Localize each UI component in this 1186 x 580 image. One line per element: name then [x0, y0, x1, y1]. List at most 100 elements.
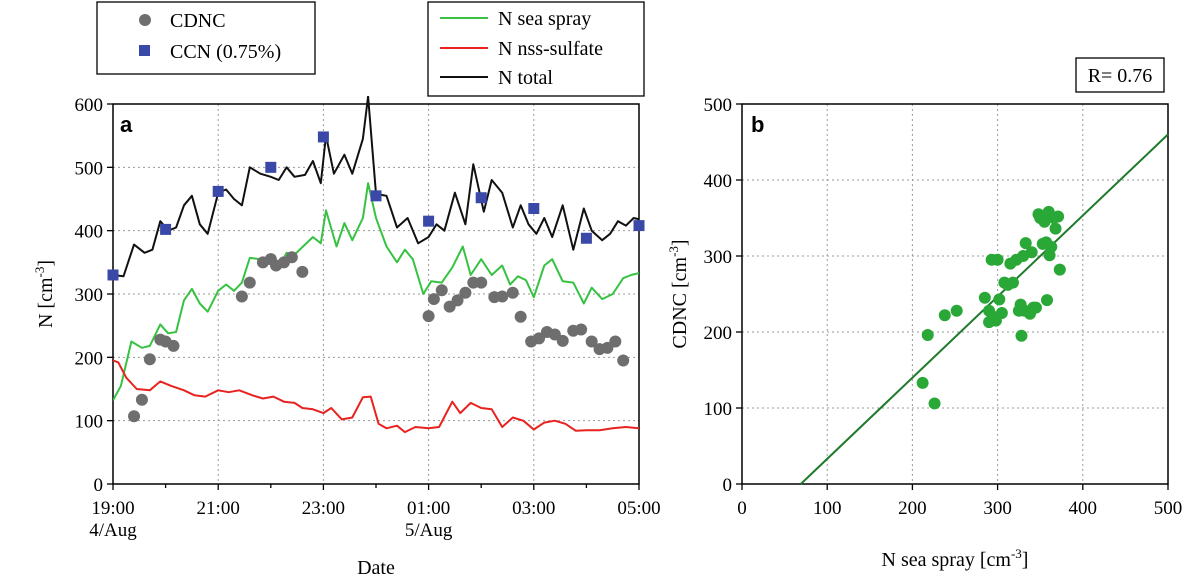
panel-a-y-tick-label: 500	[75, 158, 104, 179]
scatter-point	[1029, 301, 1042, 314]
panel-b-x-label-main: N sea spray [cm	[882, 549, 1012, 571]
panel-b-y-tick-label: 200	[704, 323, 733, 344]
point-ccn-0-75	[423, 215, 435, 227]
point-cdnc	[422, 310, 435, 323]
panel-a-y-tick-label: 300	[75, 285, 104, 306]
point-ccn-0-75	[475, 192, 487, 204]
scatter-point	[921, 329, 934, 342]
scatter-point	[1041, 294, 1054, 307]
legend-cdnc-label: CDNC	[170, 10, 226, 32]
point-cdnc	[128, 410, 141, 423]
panel-a-y-tick-label: 0	[94, 475, 104, 496]
panel-a-x-tick-label: 05:00	[617, 498, 660, 519]
panel-a-x-date-label: 4/Aug	[89, 520, 137, 541]
point-cdnc	[235, 290, 248, 303]
point-cdnc	[296, 265, 309, 278]
panel-a-y-tick-label: 200	[75, 348, 104, 369]
point-cdnc	[514, 310, 527, 323]
point-ccn-0-75	[212, 185, 224, 197]
panel-b-frame	[741, 103, 1169, 485]
point-cdnc	[506, 286, 519, 299]
panel-b-x-axis-label: N sea spray [cm-3]	[882, 546, 1029, 571]
scatter-point	[938, 309, 951, 322]
panel-b-y-label-close: ]	[669, 239, 691, 246]
scatter-point	[993, 293, 1006, 306]
panel-a-x-tick-label: 21:00	[197, 498, 240, 519]
panel-a-y-ticks: 0 100 200 300 400 500 600	[75, 95, 113, 496]
panel-b-letter: b	[751, 112, 764, 137]
legend-lines: N sea spray N nss-sulfate N total	[440, 8, 603, 89]
point-cdnc	[585, 335, 598, 348]
panel-b-y-tick-label: 400	[704, 171, 733, 192]
scatter-point	[978, 291, 991, 304]
legend-cdnc-marker	[139, 14, 151, 26]
panel-b-x-tick-label: 0	[737, 498, 747, 519]
legend-markers: CDNC CCN (0.75%)	[139, 10, 281, 63]
panel-b-points	[916, 205, 1066, 410]
r-value-annotation: R= 0.76	[1088, 65, 1153, 87]
panel-b-x-label-close: ]	[1022, 549, 1029, 571]
point-cdnc	[435, 284, 448, 297]
panel-b-y-tick-label: 0	[723, 475, 733, 496]
point-cdnc	[451, 294, 464, 307]
series-line-n-total	[113, 96, 639, 278]
panel-a-letter: a	[120, 112, 133, 137]
point-ccn-0-75	[107, 269, 119, 281]
scatter-point	[928, 397, 941, 410]
panel-a-y-tick-label: 400	[75, 222, 104, 243]
point-ccn-0-75	[580, 232, 592, 244]
point-ccn-0-75	[265, 161, 277, 173]
panel-a-x-tick-label: 01:00	[407, 498, 450, 519]
panel-b-y-axis-label: CDNC [cm-3]	[666, 239, 691, 348]
scatter-point	[991, 253, 1004, 266]
panel-b-x-tick-label: 100	[813, 498, 842, 519]
point-ccn-0-75	[633, 220, 645, 232]
panel-a-y-label-sup: -3	[32, 267, 47, 278]
panel-a: 0 100 200 300 400 500 600 19:004/Aug 21:00 23:00…	[32, 1, 661, 579]
point-cdnc	[609, 335, 622, 348]
scatter-point	[916, 376, 929, 389]
panel-a-y-tick-label: 600	[75, 95, 104, 116]
panel-b-x-label-sup: -3	[1011, 546, 1022, 561]
scatter-point	[1038, 215, 1051, 228]
point-cdnc	[496, 290, 509, 303]
panel-a-y-label-close: ]	[35, 260, 57, 267]
panel-b-x-tick-label: 500	[1154, 498, 1183, 519]
panel-a-x-date-label: 5/Aug	[405, 520, 453, 541]
scatter-point	[1025, 246, 1038, 259]
panel-b-x-tick-label: 400	[1069, 498, 1098, 519]
point-ccn-0-75	[317, 131, 329, 143]
legend-box-markers	[96, 1, 316, 75]
series-line-n-nss-sulfate	[113, 359, 639, 434]
scatter-point	[1045, 240, 1058, 253]
panel-b-y-tick-label: 100	[704, 399, 733, 420]
scatter-point	[1049, 222, 1062, 235]
panel-a-x-tick-label: 23:00	[302, 498, 345, 519]
panel-a-x-axis-label: Date	[357, 557, 395, 579]
panel-b-y-tick-label: 500	[704, 95, 733, 116]
panel-b-x-tick-label: 300	[983, 498, 1012, 519]
panel-a-y-label-main: N [cm	[35, 277, 57, 328]
legend-ccn-label: CCN (0.75%)	[170, 41, 281, 63]
legend-nss-sulfate-label: N nss-sulfate	[498, 38, 603, 60]
panel-b: 0 100 200 300 400 500 0 100 200 300 400 500 b R= 0…	[666, 57, 1182, 571]
legend-sea-spray-label: N sea spray	[498, 8, 591, 30]
panel-b-x-ticks: 0 100 200 300 400 500	[737, 484, 1182, 519]
panel-a-series	[107, 96, 645, 434]
series-line-n-sea-spray	[113, 182, 639, 401]
scatter-point	[1052, 210, 1065, 223]
scatter-point	[1006, 276, 1019, 289]
panel-b-x-tick-label: 200	[898, 498, 927, 519]
scatter-point	[1053, 263, 1066, 276]
panel-b-y-ticks: 0 100 200 300 400 500	[704, 95, 742, 496]
panel-b-y-label-sup: -3	[666, 246, 681, 257]
legend-ccn-marker	[139, 45, 150, 56]
point-cdnc	[575, 323, 588, 336]
point-ccn-0-75	[370, 190, 382, 202]
legend-total-label: N total	[498, 67, 553, 89]
point-cdnc	[427, 293, 440, 306]
point-cdnc	[475, 276, 488, 289]
panel-b-y-label-main: CDNC [cm	[669, 256, 691, 348]
panel-b-gridlines	[742, 104, 1168, 484]
